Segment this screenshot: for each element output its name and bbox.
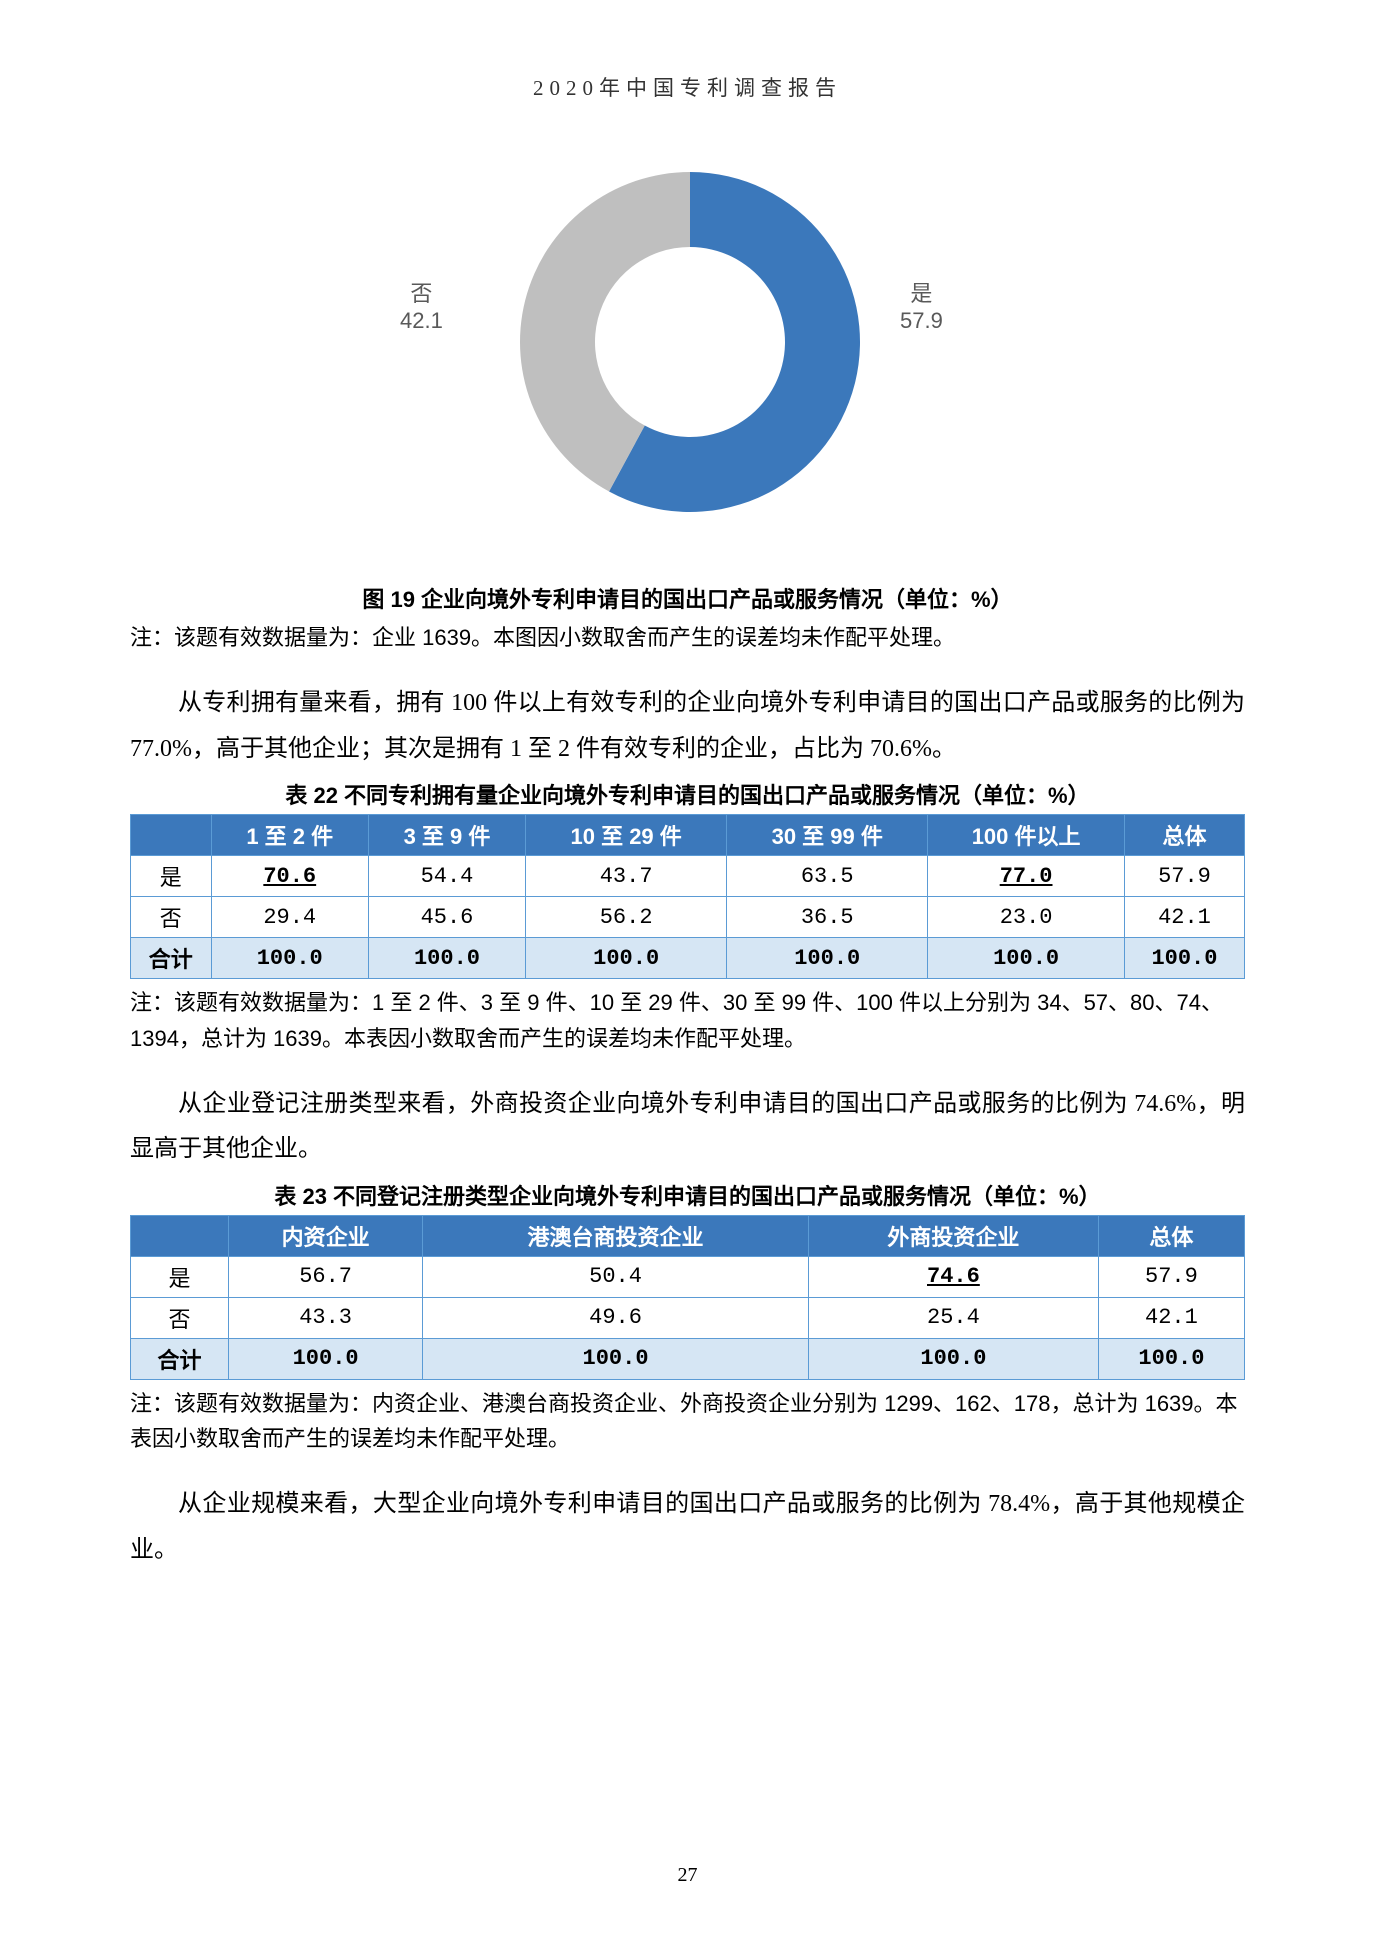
donut-label-left: 否 42.1 [400,276,443,334]
table-cell: 57.9 [1124,856,1244,897]
page-header-title: 2020年中国专利调查报告 [130,72,1245,102]
table-cell: 42.1 [1124,897,1244,938]
table-header-cell: 外商投资企业 [808,1215,1098,1256]
donut-label-right-name: 是 [900,276,943,308]
table-23-caption: 表 23 不同登记注册类型企业向境外专利申请目的国出口产品或服务情况（单位：%） [130,1179,1245,1211]
table-header-cell: 3 至 9 件 [368,815,525,856]
table-header-cell [131,1215,229,1256]
table-cell: 100.0 [1124,938,1244,979]
table-22-note: 注：该题有效数据量为：1 至 2 件、3 至 9 件、10 至 29 件、30 … [130,985,1245,1055]
table-cell: 100.0 [211,938,368,979]
table-header-cell: 100 件以上 [928,815,1125,856]
table-header-cell [131,815,212,856]
table-row-label: 合计 [131,1338,229,1379]
paragraph-1: 从专利拥有量来看，拥有 100 件以上有效专利的企业向境外专利申请目的国出口产品… [130,681,1245,772]
table-cell: 42.1 [1098,1297,1244,1338]
donut-label-left-value: 42.1 [400,308,443,334]
table-cell: 23.0 [928,897,1125,938]
table-23: 内资企业港澳台商投资企业外商投资企业总体是56.750.474.657.9 否43… [130,1215,1245,1380]
table-cell: 50.4 [423,1256,809,1297]
table-header-cell: 总体 [1098,1215,1244,1256]
table-row-label: 合计 [131,938,212,979]
table-cell: 100.0 [928,938,1125,979]
page-number: 27 [0,1864,1375,1887]
table-header-cell: 10 至 29 件 [526,815,727,856]
table-cell: 100.0 [526,938,727,979]
table-cell: 25.4 [808,1297,1098,1338]
table-22-caption: 表 22 不同专利拥有量企业向境外专利申请目的国出口产品或服务情况（单位：%） [130,778,1245,810]
document-page: 2020年中国专利调查报告 否 42.1 是 57.9 图 19 企业向境外专利… [0,0,1375,1624]
table-header-cell: 1 至 2 件 [211,815,368,856]
table-cell: 57.9 [1098,1256,1244,1297]
donut-label-left-name: 否 [400,276,443,308]
table-header-cell: 总体 [1124,815,1244,856]
donut-svg [130,132,1245,552]
table-cell: 49.6 [423,1297,809,1338]
donut-label-right-value: 57.9 [900,308,943,334]
table-cell: 100.0 [727,938,928,979]
table-cell: 56.2 [526,897,727,938]
table-cell: 100.0 [423,1338,809,1379]
table-cell: 45.6 [368,897,525,938]
paragraph-3: 从企业规模来看，大型企业向境外专利申请目的国出口产品或服务的比例为 78.4%，… [130,1482,1245,1573]
table-cell: 43.7 [526,856,727,897]
table-cell: 74.6 [808,1256,1098,1297]
table-cell: 29.4 [211,897,368,938]
table-cell: 43.3 [229,1297,423,1338]
table-header-cell: 内资企业 [229,1215,423,1256]
table-cell: 100.0 [1098,1338,1244,1379]
table-cell: 100.0 [229,1338,423,1379]
table-row-label: 否 [131,1297,229,1338]
table-22: 1 至 2 件3 至 9 件10 至 29 件30 至 99 件100 件以上总… [130,814,1245,979]
table-cell: 100.0 [368,938,525,979]
table-cell: 54.4 [368,856,525,897]
table-row-label: 否 [131,897,212,938]
table-cell: 56.7 [229,1256,423,1297]
figure-19-note: 注：该题有效数据量为：企业 1639。本图因小数取舍而产生的误差均未作配平处理。 [130,620,1245,655]
table-cell: 63.5 [727,856,928,897]
figure-19-caption: 图 19 企业向境外专利申请目的国出口产品或服务情况（单位：%） [130,582,1245,614]
table-header-cell: 30 至 99 件 [727,815,928,856]
table-23-note: 注：该题有效数据量为：内资企业、港澳台商投资企业、外商投资企业分别为 1299、… [130,1386,1245,1456]
table-row-label: 是 [131,856,212,897]
table-cell: 100.0 [808,1338,1098,1379]
table-cell: 36.5 [727,897,928,938]
figure-19-donut-chart: 否 42.1 是 57.9 [130,132,1245,562]
donut-label-right: 是 57.9 [900,276,943,334]
table-header-cell: 港澳台商投资企业 [423,1215,809,1256]
paragraph-2: 从企业登记注册类型来看，外商投资企业向境外专利申请目的国出口产品或服务的比例为 … [130,1082,1245,1173]
table-cell: 77.0 [928,856,1125,897]
table-row-label: 是 [131,1256,229,1297]
table-cell: 70.6 [211,856,368,897]
